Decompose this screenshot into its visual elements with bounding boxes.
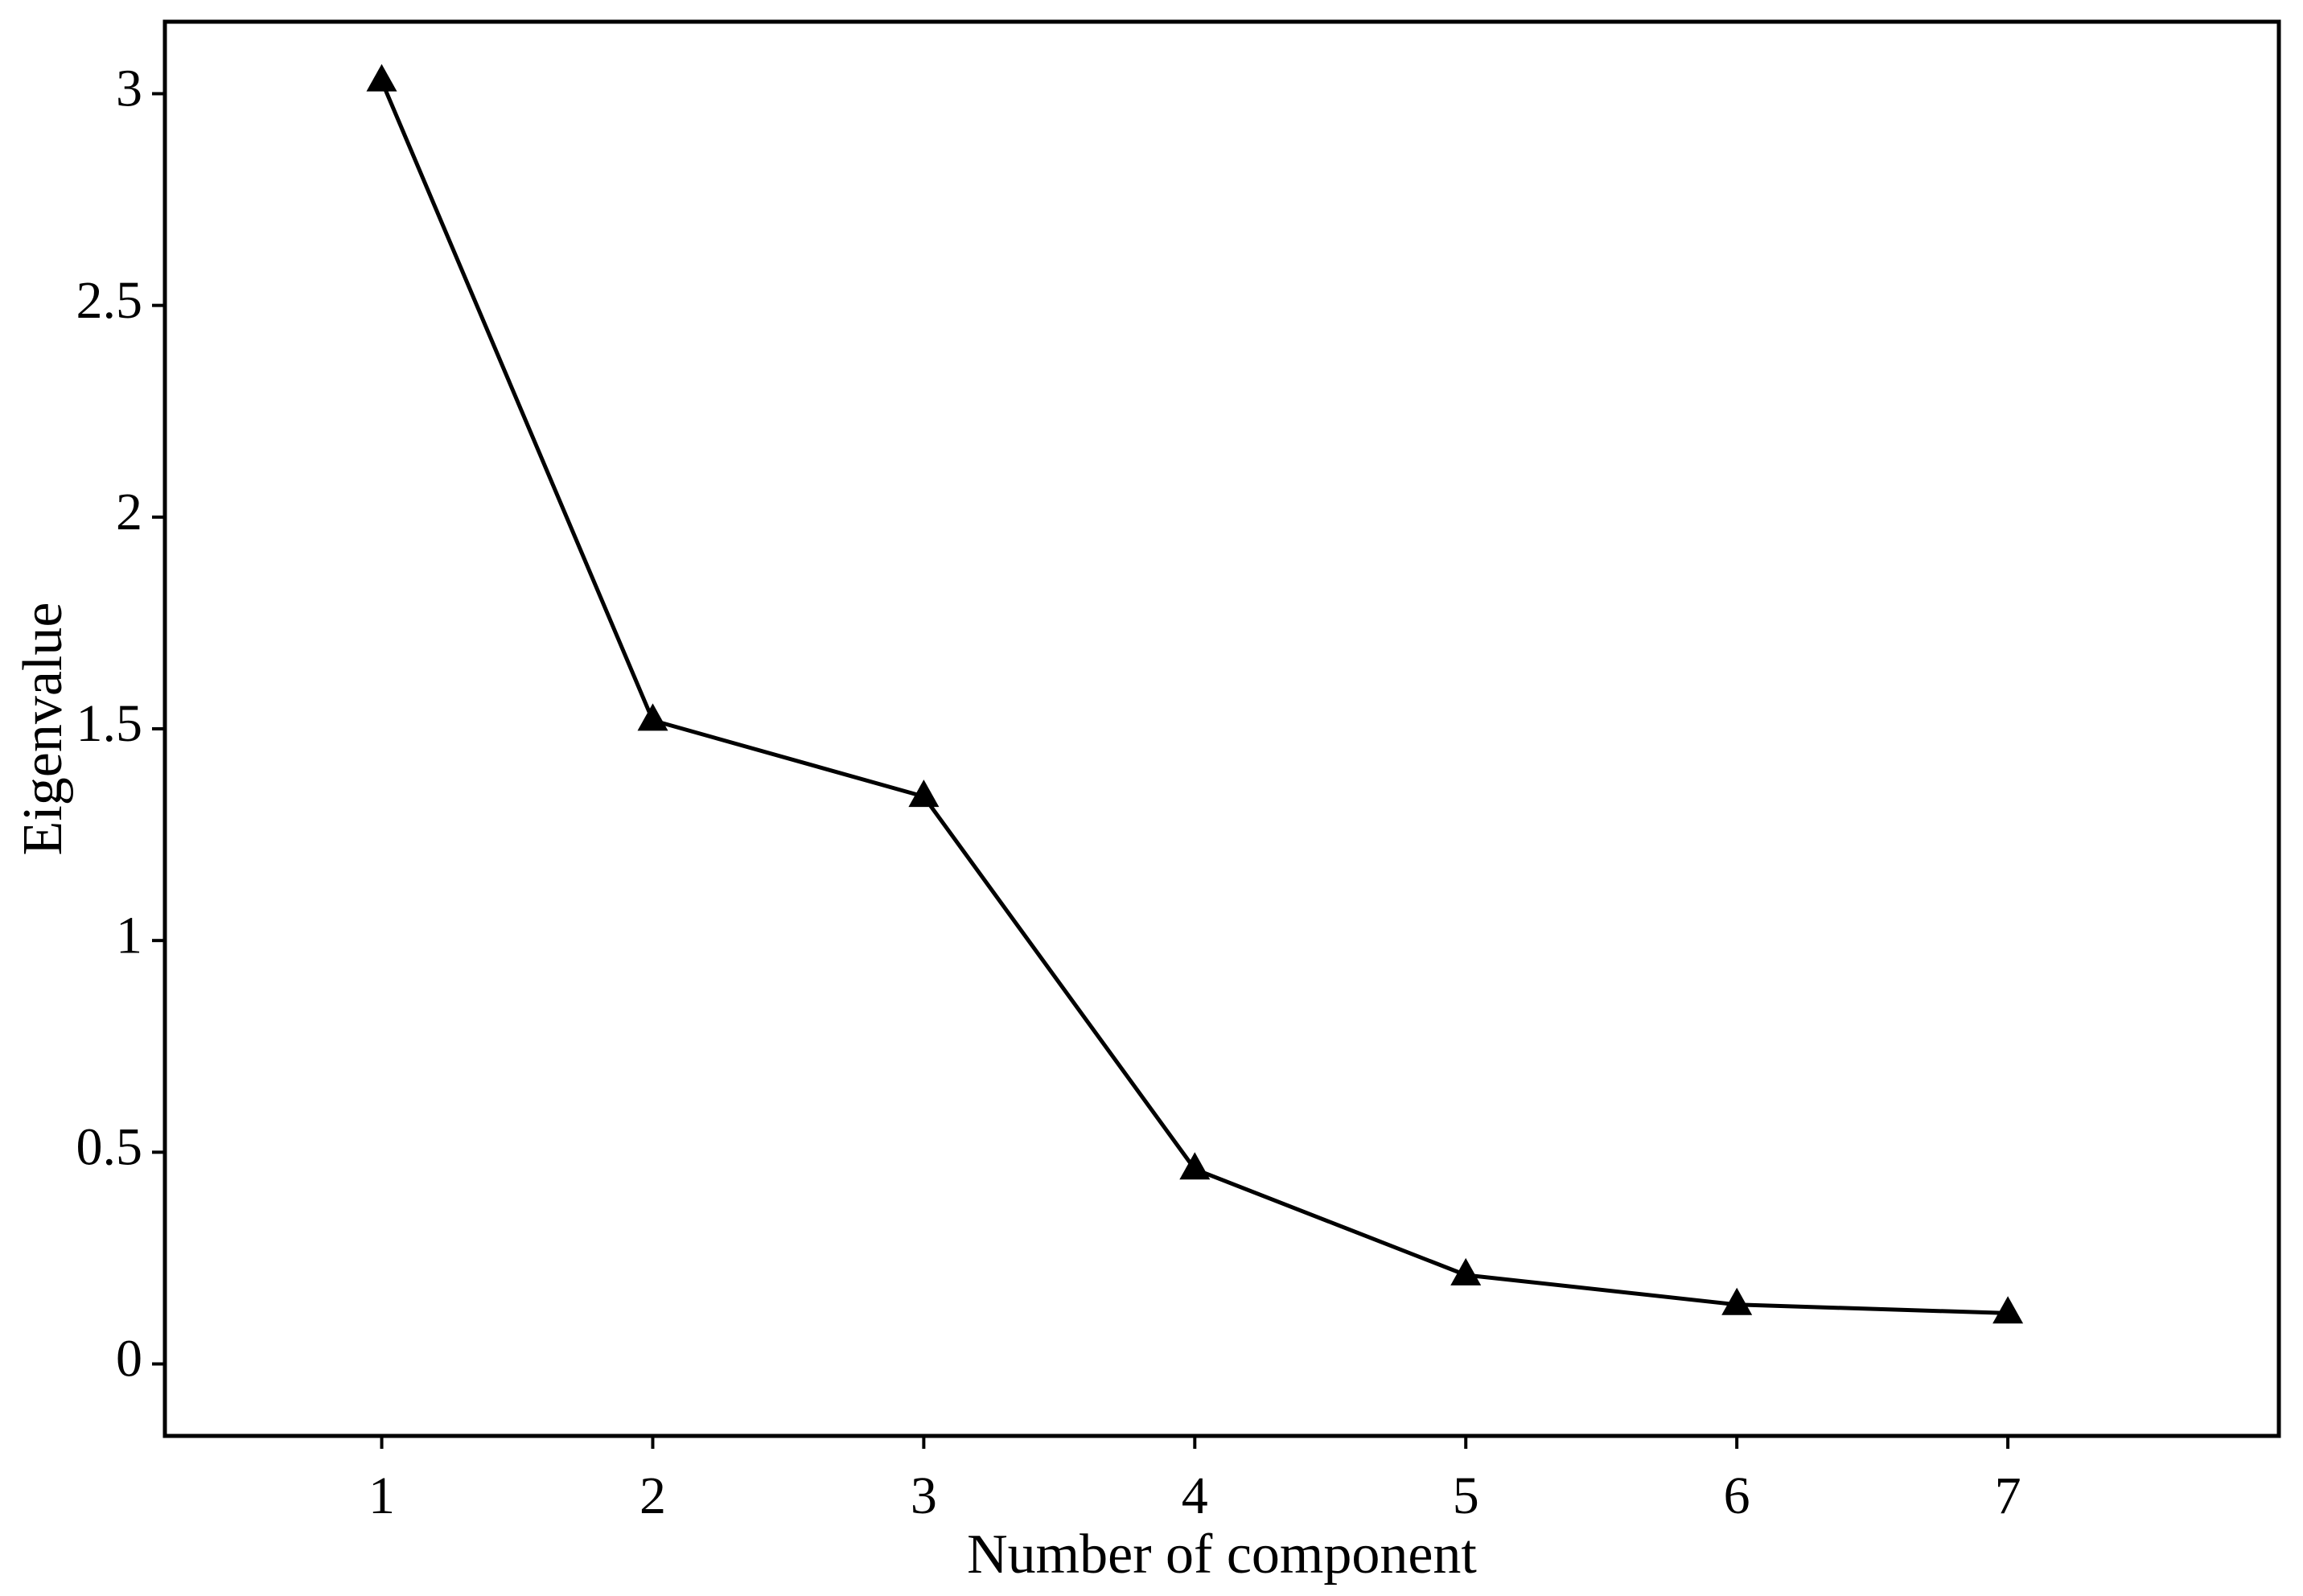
x-tick-label: 2	[639, 1466, 666, 1525]
data-point-marker	[366, 64, 397, 92]
y-tick-label: 1	[116, 906, 142, 965]
x-axis-label: Number of component	[967, 1524, 1477, 1586]
y-tick-label: 2.5	[76, 271, 143, 330]
x-tick-label: 1	[368, 1466, 395, 1525]
plot-frame	[162, 19, 2281, 1438]
series-line	[380, 80, 2009, 1315]
x-tick-label: 5	[1453, 1466, 1479, 1525]
data-point-marker	[908, 779, 940, 808]
y-tick-label: 0.5	[76, 1117, 143, 1176]
x-tick-label: 4	[1182, 1466, 1208, 1525]
series-layer	[366, 64, 2024, 1324]
data-point-marker	[1450, 1257, 1482, 1285]
y-axis-ticks: 0 0.5 1 1.5 2 2.5 3	[76, 60, 165, 1388]
data-point-marker	[1721, 1287, 1753, 1315]
y-tick-label: 0	[116, 1330, 142, 1388]
data-point-marker	[637, 703, 668, 731]
x-tick-label: 7	[1995, 1466, 2021, 1525]
y-axis-label: Eigenvalue	[12, 603, 74, 856]
x-tick-label: 3	[911, 1466, 937, 1525]
x-axis-ticks: 1 2 3 4 5 6 7	[368, 1436, 2021, 1525]
y-tick-label: 3	[116, 60, 142, 118]
y-tick-label: 2	[116, 483, 142, 541]
x-tick-label: 6	[1724, 1466, 1750, 1525]
data-point-marker	[1179, 1152, 1211, 1180]
data-point-marker	[1993, 1296, 2024, 1324]
y-tick-label: 1.5	[76, 694, 143, 753]
